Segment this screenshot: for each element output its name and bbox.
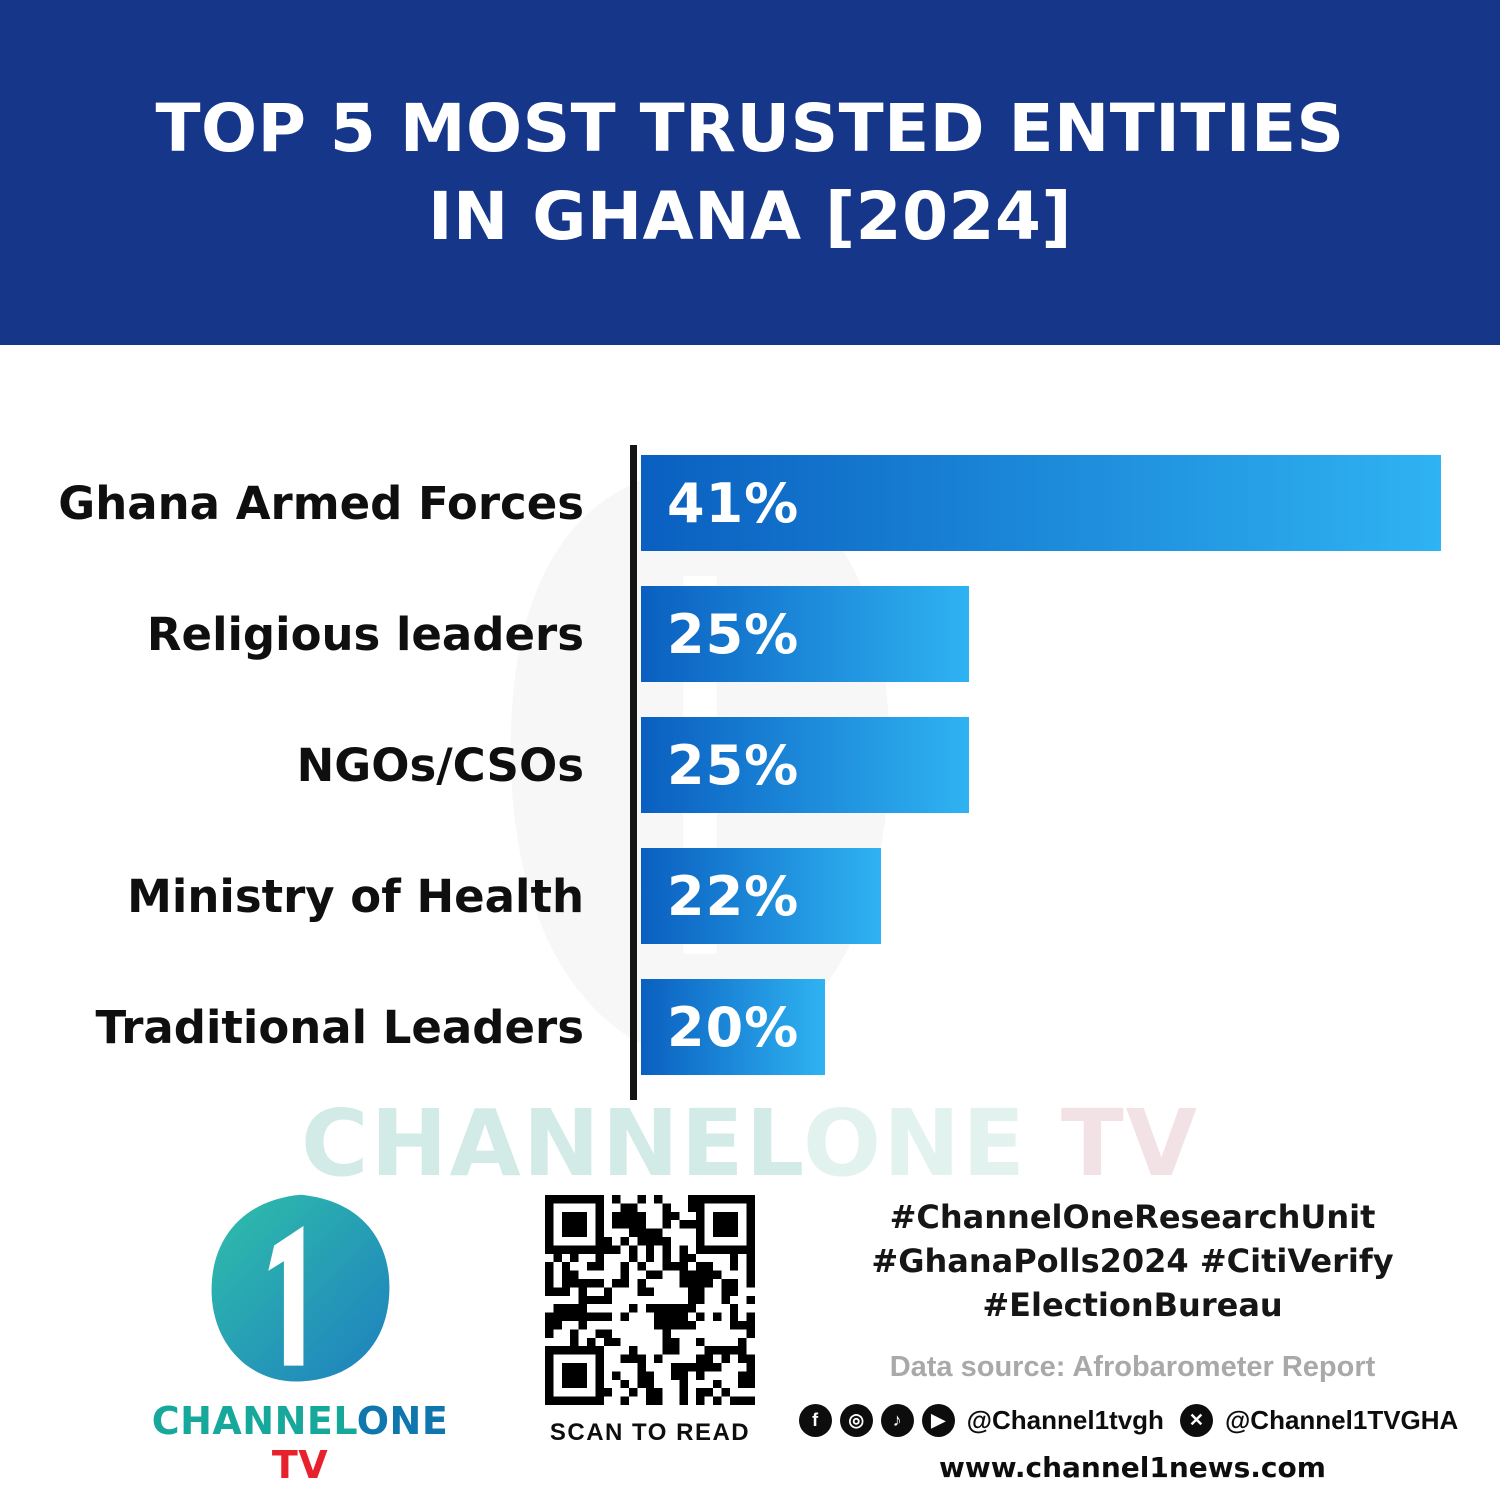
chart-axis [630,445,637,1100]
qr-caption: SCAN TO READ [549,1419,751,1446]
logo-word-one: ONE [356,1399,449,1443]
category-label: Religious leaders [146,607,584,661]
bar-value-label: 25% [667,733,800,797]
watermark-one: ONE [802,1090,1027,1197]
bar: 25% [641,586,969,682]
instagram-icon: ◎ [839,1404,873,1437]
social-row: f ◎ ♪ ▶ @Channel1tvgh ✕ @Channel1TVGHA [798,1404,1458,1437]
category-label: NGOs/CSOs [296,738,584,792]
bar-value-label: 41% [667,471,800,535]
facebook-icon: f [798,1404,832,1437]
brand-watermark: CHANNELONE TV [0,1090,1500,1197]
bar-value-label: 25% [667,602,800,666]
hashtag-line-2: #GhanaPolls2024 #CitiVerify [871,1242,1394,1280]
watermark-channel: CHANNEL [301,1090,803,1197]
data-source-credit: Data source: Afrobarometer Report [889,1351,1376,1383]
watermark-tv: TV [1026,1090,1199,1197]
channel-one-logo: CHANNELONE TV [140,1185,460,1487]
chart-row: NGOs/CSOs 25% [0,717,1500,813]
bar: 25% [641,717,969,813]
category-label: Ministry of Health [127,869,584,923]
qr-code [545,1195,755,1405]
qr-block: SCAN TO READ [540,1195,760,1447]
category-label: Traditional Leaders [95,1000,584,1054]
bar: 22% [641,848,881,944]
page-title: TOP 5 MOST TRUSTED ENTITIES IN GHANA [20… [155,90,1345,255]
website-url: www.channel1news.com [939,1451,1326,1484]
bar-chart: Ghana Armed Forces 41% Religious leaders 25… [0,440,1500,1110]
channel-one-logo-icon [211,1194,389,1382]
category-label: Ghana Armed Forces [58,476,584,530]
chart-row: Religious leaders 25% [0,586,1500,682]
chart-rows: Ghana Armed Forces 41% Religious leaders 25… [0,455,1500,1110]
bar: 20% [641,979,825,1075]
logo-word-channel: CHANNEL [151,1399,357,1443]
logo-word-tv: TV [271,1443,329,1487]
bar-value-label: 20% [667,995,800,1059]
bar: 41% [641,455,1441,551]
social-handle-2: @Channel1TVGHA [1224,1405,1459,1435]
footer: CHANNELONE TV SCAN TO READ #ChannelOneRe… [0,1170,1500,1500]
chart-row: Traditional Leaders 20% [0,979,1500,1075]
social-handle-1: @Channel1tvgh [966,1405,1164,1435]
hashtag-line-1: #ChannelOneResearchUnit [889,1198,1376,1236]
bar-value-label: 22% [667,864,800,928]
title-banner: TOP 5 MOST TRUSTED ENTITIES IN GHANA [20… [0,0,1500,345]
youtube-icon: ▶ [921,1404,955,1437]
logo-wordmark: CHANNELONE TV [140,1399,460,1487]
tiktok-icon: ♪ [880,1404,914,1437]
chart-row: Ghana Armed Forces 41% [0,455,1500,551]
footer-right-column: #ChannelOneResearchUnit #GhanaPolls2024 … [798,1195,1458,1484]
hashtag-line-3: #ElectionBureau [982,1286,1283,1324]
chart-row: Ministry of Health 22% [0,848,1500,944]
x-icon: ✕ [1179,1404,1213,1437]
